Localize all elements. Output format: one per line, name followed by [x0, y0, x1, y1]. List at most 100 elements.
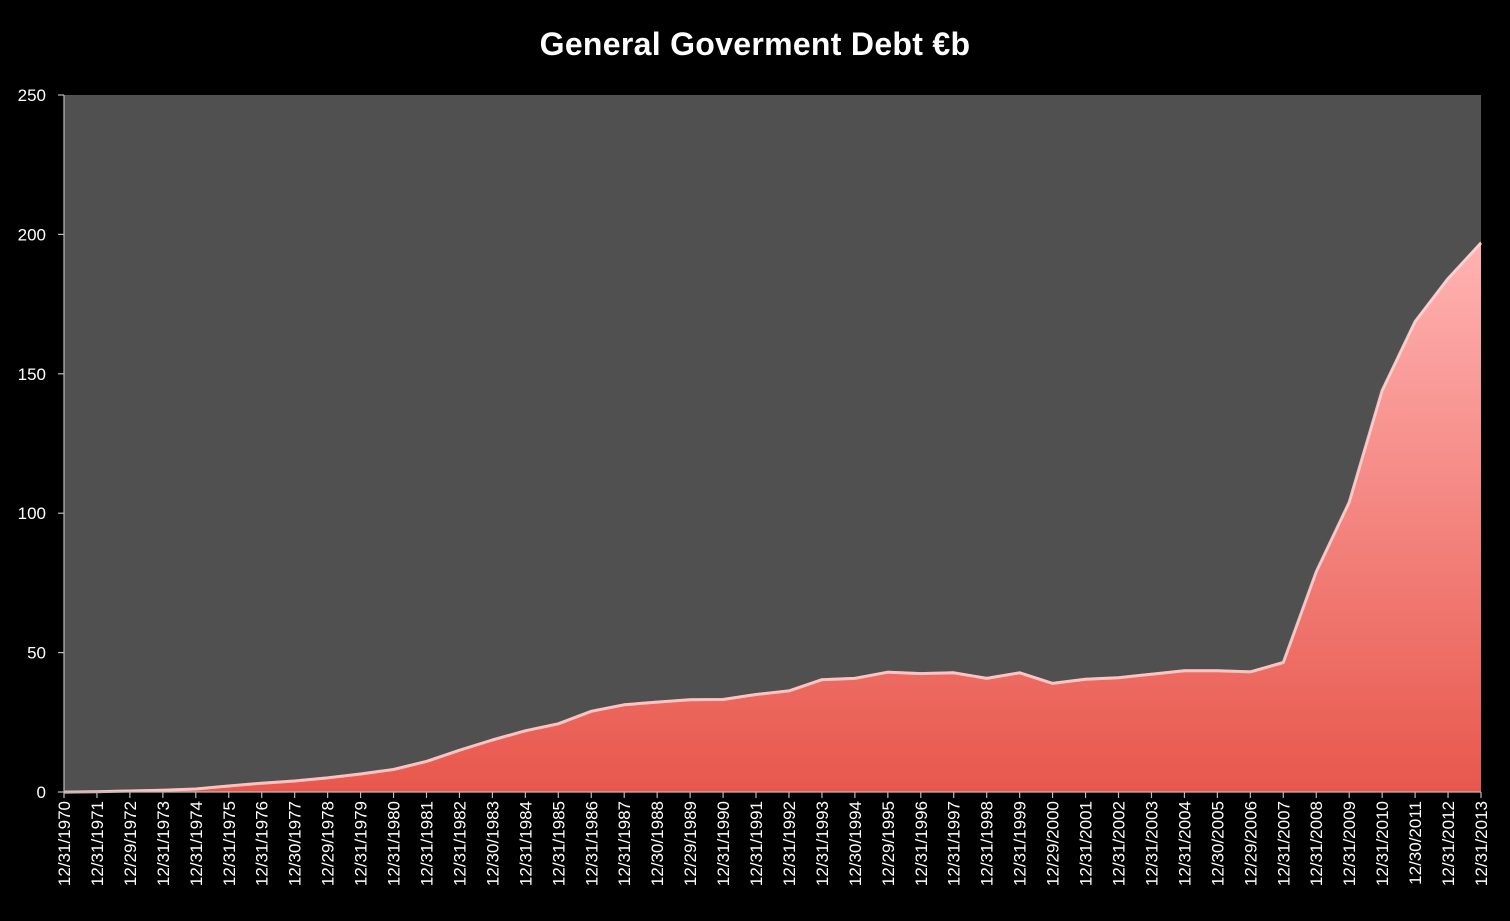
- x-tick-label: 12/31/2013: [1472, 801, 1491, 886]
- x-tick-label: 12/31/1985: [549, 801, 568, 886]
- data-point: [754, 691, 758, 695]
- data-point: [227, 783, 231, 787]
- x-tick-label: 12/29/1995: [879, 801, 898, 886]
- data-point: [886, 669, 890, 673]
- data-point: [1413, 318, 1417, 322]
- data-point: [1446, 275, 1450, 279]
- x-tick-label: 12/31/2002: [1110, 801, 1129, 886]
- data-point: [952, 669, 956, 673]
- data-point: [1281, 659, 1285, 663]
- data-point: [1084, 676, 1088, 680]
- data-point: [853, 675, 857, 679]
- data-point: [1215, 667, 1219, 671]
- data-point: [1479, 239, 1483, 243]
- data-point: [1051, 680, 1055, 684]
- y-tick-label: 50: [27, 644, 46, 663]
- x-tick-label: 12/31/1997: [945, 801, 964, 886]
- x-tick-label: 12/30/1988: [648, 801, 667, 886]
- data-point: [1248, 668, 1252, 672]
- data-point: [556, 720, 560, 724]
- x-tick-label: 12/31/1993: [813, 801, 832, 886]
- data-point: [1018, 669, 1022, 673]
- data-point: [128, 788, 132, 792]
- data-point: [457, 747, 461, 751]
- x-tick-label: 12/31/1981: [418, 801, 437, 886]
- data-point: [523, 727, 527, 731]
- chart-title: General Goverment Debt €b: [539, 26, 971, 62]
- data-point: [194, 786, 198, 790]
- x-tick-label: 12/31/1973: [154, 801, 173, 886]
- area-series-fill: [64, 241, 1481, 792]
- x-tick-label: 12/31/1991: [747, 801, 766, 886]
- x-tick-label: 12/31/2010: [1373, 801, 1392, 886]
- data-point: [985, 675, 989, 679]
- x-tick-label: 12/30/1977: [286, 801, 305, 886]
- data-point: [425, 758, 429, 762]
- x-tick-label: 12/31/1987: [615, 801, 634, 886]
- x-tick-label: 12/31/1999: [1011, 801, 1030, 886]
- x-tick-label: 12/30/1994: [846, 801, 865, 886]
- data-point: [1314, 568, 1318, 572]
- area-series-layer: [63, 239, 1483, 794]
- x-tick-label: 12/31/2004: [1175, 801, 1194, 886]
- y-axis-tick-labels: 0 50 100 150 200 250: [18, 86, 46, 802]
- data-point: [1117, 674, 1121, 678]
- x-tick-label: 12/31/1992: [780, 801, 799, 886]
- axes: [58, 94, 1482, 798]
- y-tick-label: 200: [18, 225, 46, 244]
- data-point: [721, 696, 725, 700]
- data-point: [1347, 499, 1351, 503]
- y-tick-label: 0: [37, 783, 46, 802]
- data-point: [1380, 387, 1384, 391]
- x-tick-label: 12/31/1971: [88, 801, 107, 886]
- data-point: [589, 708, 593, 712]
- x-tick-label: 12/31/1984: [516, 801, 535, 886]
- x-tick-label: 12/31/1982: [450, 801, 469, 886]
- x-tick-label: 12/31/2007: [1274, 801, 1293, 886]
- data-point: [820, 676, 824, 680]
- data-point: [161, 787, 165, 791]
- x-tick-label: 12/29/1989: [681, 801, 700, 886]
- data-point: [919, 670, 923, 674]
- x-tick-label: 12/31/1996: [912, 801, 931, 886]
- data-point: [260, 780, 264, 784]
- x-tick-label: 12/29/2006: [1241, 801, 1260, 886]
- y-tick-label: 100: [18, 504, 46, 523]
- data-point: [326, 774, 330, 778]
- data-point: [622, 701, 626, 705]
- x-tick-label: 12/31/1970: [55, 801, 74, 886]
- x-tick-label: 12/29/1972: [121, 801, 140, 886]
- x-tick-label: 12/31/2001: [1077, 801, 1096, 886]
- data-point: [688, 696, 692, 700]
- y-tick-label: 250: [18, 86, 46, 105]
- data-point: [392, 766, 396, 770]
- x-tick-label: 12/31/2008: [1307, 801, 1326, 886]
- data-point: [1182, 667, 1186, 671]
- x-tick-label: 12/31/1990: [714, 801, 733, 886]
- x-tick-label: 12/31/2009: [1340, 801, 1359, 886]
- data-point: [293, 778, 297, 782]
- x-tick-label: 12/29/2000: [1044, 801, 1063, 886]
- data-point: [490, 737, 494, 741]
- x-tick-label: 12/31/1979: [352, 801, 371, 886]
- x-tick-label: 12/30/1983: [483, 801, 502, 886]
- x-tick-label: 12/29/1978: [319, 801, 338, 886]
- x-tick-label: 12/31/1975: [220, 801, 239, 886]
- x-tick-label: 12/31/2012: [1439, 801, 1458, 886]
- data-point: [787, 687, 791, 691]
- x-tick-label: 12/31/1980: [385, 801, 404, 886]
- data-point: [1150, 671, 1154, 675]
- data-point: [655, 699, 659, 703]
- x-tick-label: 12/30/2005: [1208, 801, 1227, 886]
- x-tick-label: 12/31/1998: [978, 801, 997, 886]
- data-point: [359, 771, 363, 775]
- x-tick-label: 12/31/1974: [187, 801, 206, 886]
- x-tick-label: 12/31/1986: [582, 801, 601, 886]
- x-axis-tick-labels: 12/31/1970 12/31/1971 12/29/1972 12/31/1973…: [55, 801, 1491, 886]
- x-tick-label: 12/30/2011: [1406, 801, 1425, 885]
- x-tick-label: 12/31/2003: [1143, 801, 1162, 886]
- y-tick-label: 150: [18, 365, 46, 384]
- x-tick-label: 12/31/1976: [253, 801, 272, 886]
- area-series-edge: [63, 241, 1483, 794]
